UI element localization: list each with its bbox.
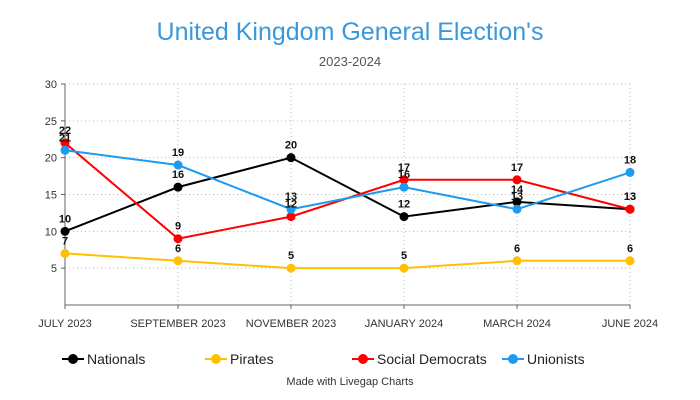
data-label: 7 xyxy=(62,235,68,247)
data-label: 10 xyxy=(59,213,71,225)
data-point xyxy=(286,212,296,222)
data-point xyxy=(399,182,409,192)
legend[interactable]: Nationals Pirates Social Democrats Unionist… xyxy=(62,351,585,367)
x-tick-label: JUNE 2024 xyxy=(602,318,658,330)
data-label: 5 xyxy=(288,250,294,262)
data-label: 19 xyxy=(172,147,184,159)
data-label: 12 xyxy=(285,199,297,211)
legend-marker-icon xyxy=(508,354,518,364)
data-point xyxy=(60,248,70,258)
data-label: 13 xyxy=(511,191,523,203)
data-point xyxy=(625,167,635,177)
data-point xyxy=(286,204,296,214)
legend-marker-icon xyxy=(358,354,368,364)
data-label: 20 xyxy=(285,140,297,152)
data-point xyxy=(512,175,522,185)
series-social-democrats xyxy=(60,138,635,244)
series-lines xyxy=(60,138,635,273)
data-point xyxy=(286,153,296,163)
data-point xyxy=(286,263,296,273)
y-tick-label: 20 xyxy=(45,153,57,165)
data-point xyxy=(399,263,409,273)
series-line xyxy=(64,149,631,211)
x-tick-label: SEPTEMBER 2023 xyxy=(130,318,225,330)
data-point xyxy=(60,138,70,148)
data-label: 22 xyxy=(59,125,71,137)
data-label: 13 xyxy=(624,191,636,203)
data-label: 14 xyxy=(511,184,524,196)
legend-marker-icon xyxy=(211,354,221,364)
legend-item-social-democrats[interactable]: Social Democrats xyxy=(352,351,487,367)
data-point xyxy=(512,256,522,266)
y-tick-label: 30 xyxy=(45,79,57,91)
data-point xyxy=(173,256,183,266)
legend-label: Unionists xyxy=(527,351,585,367)
series-nationals xyxy=(60,153,635,236)
data-point xyxy=(625,256,635,266)
data-label: 18 xyxy=(624,154,636,166)
legend-item-nationals[interactable]: Nationals xyxy=(62,351,145,367)
data-label: 17 xyxy=(398,162,410,174)
y-tick-label: 25 xyxy=(45,116,57,128)
x-tick-label: JANUARY 2024 xyxy=(365,318,443,330)
data-point xyxy=(399,175,409,185)
data-point xyxy=(512,204,522,214)
legend-marker-icon xyxy=(68,354,78,364)
x-tick-label: NOVEMBER 2023 xyxy=(246,318,336,330)
footer-credit: Made with Livegap Charts xyxy=(286,376,414,388)
data-point xyxy=(60,145,70,155)
x-tick-label: JULY 2023 xyxy=(38,318,91,330)
legend-item-pirates[interactable]: Pirates xyxy=(205,351,274,367)
chart-title: United Kingdom General Election's xyxy=(157,18,544,46)
data-label: 5 xyxy=(401,250,407,262)
y-tick-label: 5 xyxy=(51,263,57,275)
data-point xyxy=(173,160,183,170)
series-line xyxy=(64,252,630,270)
x-tick-label: MARCH 2024 xyxy=(483,318,551,330)
data-label: 6 xyxy=(175,243,181,255)
data-label: 13 xyxy=(285,191,297,203)
data-point xyxy=(60,226,70,236)
data-label: 12 xyxy=(398,199,410,211)
series-pirates xyxy=(60,248,635,273)
chart-subtitle: 2023-2024 xyxy=(319,54,381,69)
data-label: 9 xyxy=(175,221,181,233)
data-point xyxy=(173,182,183,192)
series-unionists xyxy=(60,145,635,214)
data-label: 16 xyxy=(398,169,410,181)
data-label: 6 xyxy=(627,243,633,255)
legend-label: Nationals xyxy=(87,351,145,367)
legend-label: Social Democrats xyxy=(377,351,487,367)
legend-label: Pirates xyxy=(230,351,274,367)
data-label: 13 xyxy=(624,191,636,203)
data-label: 17 xyxy=(511,162,523,174)
data-label: 16 xyxy=(172,169,184,181)
legend-item-unionists[interactable]: Unionists xyxy=(502,351,585,367)
grid xyxy=(65,83,631,305)
data-label: 21 xyxy=(59,132,71,144)
y-tick-label: 10 xyxy=(45,226,57,238)
data-label: 6 xyxy=(514,243,520,255)
y-tick-label: 15 xyxy=(45,190,57,202)
data-point xyxy=(399,212,409,222)
data-point xyxy=(512,197,522,207)
data-point xyxy=(173,234,183,244)
data-point xyxy=(625,204,635,214)
